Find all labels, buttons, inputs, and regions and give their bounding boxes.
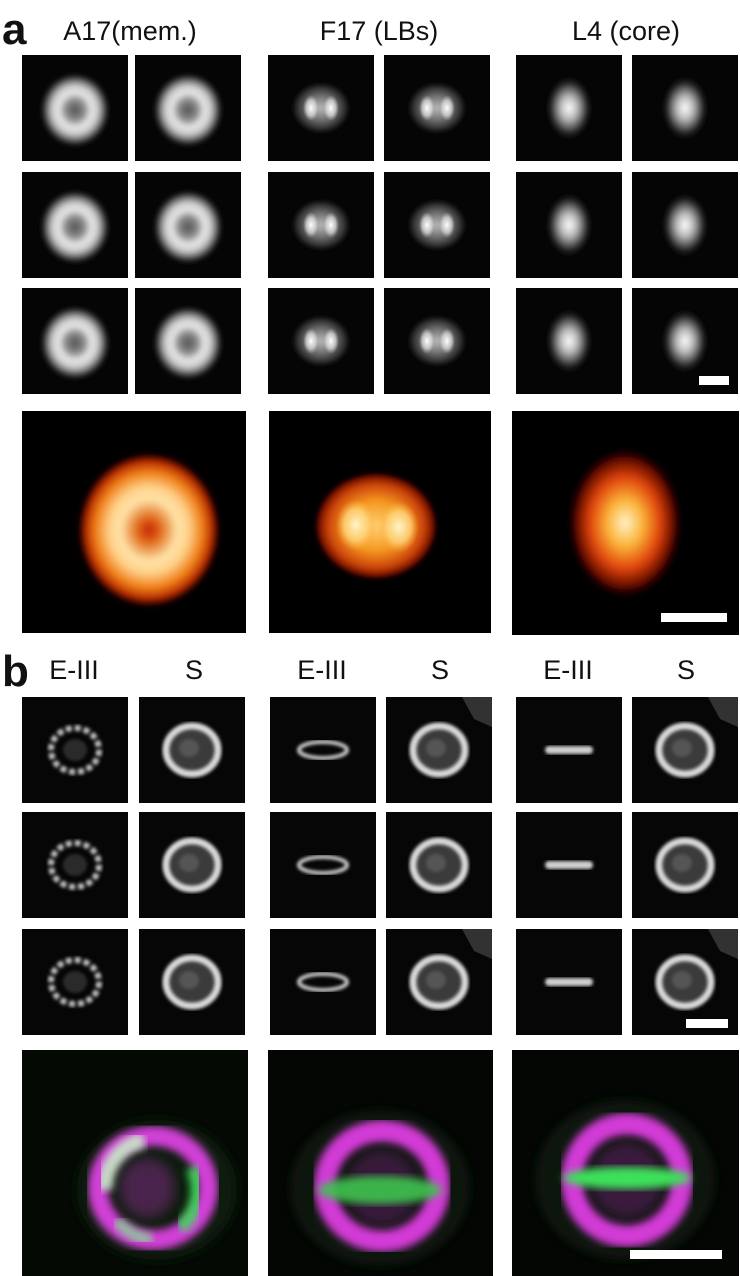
panel-a-thumbnail-1-1-0 — [268, 172, 374, 278]
scale-bar — [630, 1250, 722, 1259]
panel-a-thumbnail-1-0-0 — [268, 55, 374, 161]
l4-average-heatmap — [512, 411, 739, 635]
panel-b-thumbnail-1-2-0 — [270, 929, 376, 1035]
l4-merge-composite — [512, 1050, 739, 1276]
scale-bar — [699, 376, 729, 385]
scale-bar — [686, 1019, 728, 1028]
f17-average-heatmap — [269, 411, 491, 633]
a17-merge-composite — [22, 1050, 248, 1276]
panel-a-thumbnail-2-2-1 — [632, 288, 738, 394]
panel-b-thumbnail-2-2-0 — [516, 929, 622, 1035]
panel-b-thumbnail-0-2-1 — [139, 929, 245, 1035]
panel-a-thumbnail-2-0-1 — [632, 55, 738, 161]
label-e-iii-f17: E-III — [297, 655, 347, 685]
panel-a-thumbnail-1-2-0 — [268, 288, 374, 394]
panel-a-thumbnail-0-1-0 — [22, 172, 128, 278]
panel-a-thumbnail-0-2-1 — [135, 288, 241, 394]
panel-a-thumbnail-1-1-1 — [384, 172, 490, 278]
column-title-l4: L4 (core) — [571, 16, 681, 46]
panel-a-thumbnail-0-0-0 — [22, 55, 128, 161]
f17-merge-composite — [268, 1050, 493, 1276]
panel-b-thumbnail-2-0-0 — [516, 697, 622, 803]
panel-a-thumbnail-2-0-0 — [516, 55, 622, 161]
panel-letter-b: b — [2, 647, 29, 696]
label-s-l4: S — [676, 655, 695, 685]
panel-b-thumbnail-1-2-1 — [386, 929, 492, 1035]
panel-b-thumbnail-2-0-1 — [632, 697, 738, 803]
panel-b-thumbnail-2-2-1 — [632, 929, 738, 1035]
panel-a-thumbnail-0-2-0 — [22, 288, 128, 394]
panel-b-thumbnail-0-2-0 — [22, 929, 128, 1035]
panel-b-thumbnail-0-0-0 — [22, 697, 128, 803]
panel-b-thumbnail-2-1-1 — [632, 812, 738, 918]
panel-b-thumbnail-0-1-0 — [22, 812, 128, 918]
panel-b-thumbnail-1-0-0 — [270, 697, 376, 803]
panel-b-thumbnail-0-0-1 — [139, 697, 245, 803]
scale-bar — [661, 613, 727, 622]
label-e-iii-l4: E-III — [543, 655, 593, 685]
panel-a-thumbnail-1-0-1 — [384, 55, 490, 161]
column-title-f17: F17 (LBs) — [319, 16, 439, 46]
panel-b-thumbnail-2-1-0 — [516, 812, 622, 918]
panel-a-thumbnail-0-0-1 — [135, 55, 241, 161]
label-e-iii-a17: E-III — [49, 655, 99, 685]
panel-b-thumbnail-1-1-1 — [386, 812, 492, 918]
label-s-a17: S — [184, 655, 203, 685]
panel-b-thumbnail-1-0-1 — [386, 697, 492, 803]
panel-a-thumbnail-2-1-0 — [516, 172, 622, 278]
panel-a-thumbnail-2-1-1 — [632, 172, 738, 278]
panel-letter-a: a — [2, 5, 27, 54]
label-s-f17: S — [430, 655, 449, 685]
panel-b-thumbnail-1-1-0 — [270, 812, 376, 918]
column-title-a17: A17(mem.) — [63, 16, 197, 46]
panel-a-thumbnail-0-1-1 — [135, 172, 241, 278]
panel-b-thumbnail-0-1-1 — [139, 812, 245, 918]
panel-a-thumbnail-1-2-1 — [384, 288, 490, 394]
a17-average-heatmap — [22, 411, 246, 633]
panel-a-thumbnail-2-2-0 — [516, 288, 622, 394]
